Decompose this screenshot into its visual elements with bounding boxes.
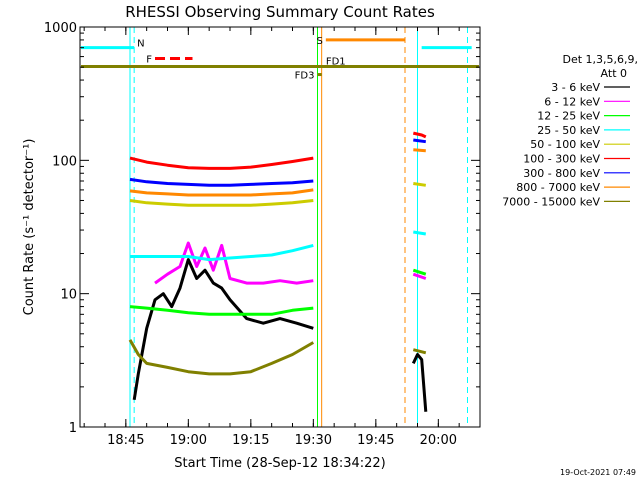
y-axis-label: Count Rate (s⁻¹ detector⁻¹)	[22, 139, 37, 316]
legend-label-5: 100 - 300 keV	[523, 153, 600, 166]
flag-label-s: S	[316, 36, 322, 47]
series-line-1-seg-0	[154, 241, 314, 285]
x-tick-label: 19:15	[232, 433, 269, 448]
series-line-5-seg-0	[129, 156, 314, 170]
legend-label-8: 7000 - 15000 keV	[502, 195, 600, 208]
legend-label-4: 50 - 100 keV	[530, 138, 600, 151]
legend-label-1: 6 - 12 keV	[544, 95, 600, 108]
series-line-4-seg-1	[413, 182, 427, 187]
series-line-2-seg-0	[129, 305, 314, 316]
series-line-6-seg-1	[413, 138, 427, 144]
legend-label-0: 3 - 6 keV	[551, 81, 600, 94]
x-tick-label: 19:45	[357, 433, 394, 448]
x-tick-label: 19:30	[295, 433, 332, 448]
series-line-8-seg-1	[412, 348, 427, 355]
y-tick-label: 100	[52, 154, 77, 169]
series-line-6-seg-0	[129, 177, 314, 187]
y-tick-label: 10	[60, 288, 77, 303]
plot-frame	[79, 26, 481, 428]
x-axis-label: Start Time (28-Sep-12 18:34:22)	[174, 456, 385, 471]
series-line-7-seg-0	[129, 188, 314, 197]
legend-title: Det 1,3,5,6,9,	[562, 53, 638, 66]
legend-subtitle: Att 0	[601, 67, 627, 80]
series-line-0-seg-1	[411, 353, 428, 412]
flag-label-fd3: FD3	[295, 71, 315, 82]
x-tick-label: 20:00	[420, 433, 457, 448]
x-tick-label: 18:45	[107, 433, 144, 448]
legend-label-3: 25 - 50 keV	[537, 124, 600, 137]
flag-label-n: N	[137, 39, 144, 50]
series-line-1-seg-1	[412, 272, 427, 280]
series-line-5-seg-1	[412, 131, 427, 139]
flag-label-f: F	[146, 55, 152, 66]
x-tick-label: 19:00	[170, 433, 207, 448]
series-line-4-seg-0	[129, 199, 314, 207]
series-line-8-seg-0	[128, 339, 315, 376]
series-line-0-seg-0	[132, 258, 314, 401]
y-tick-label: 1	[69, 421, 77, 436]
series-line-3-seg-1	[413, 230, 427, 236]
legend-label-6: 300 - 800 keV	[523, 167, 600, 180]
legend-label-2: 12 - 25 keV	[537, 110, 600, 123]
series-line-7-seg-1	[413, 148, 426, 153]
series-line-3-seg-0	[130, 243, 314, 262]
flag-label-fd1: FD1	[326, 57, 346, 68]
legend-label-7: 800 - 7000 keV	[516, 181, 600, 194]
y-tick-label: 1000	[44, 21, 77, 36]
chart-title: RHESSI Observing Summary Count Rates	[125, 3, 435, 21]
series-line-2-seg-1	[412, 268, 427, 276]
footer-timestamp: 19-Oct-2021 07:49	[560, 468, 636, 477]
